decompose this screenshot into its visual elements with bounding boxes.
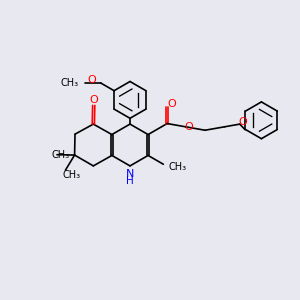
Text: CH₃: CH₃ [63,170,81,180]
Text: O: O [89,95,98,105]
Text: O: O [87,75,96,85]
Text: O: O [238,117,247,127]
Text: O: O [184,122,193,132]
Text: CH₃: CH₃ [168,162,187,172]
Text: H: H [126,176,134,186]
Text: O: O [168,99,176,109]
Text: CH₃: CH₃ [60,78,78,88]
Text: N: N [126,169,134,179]
Text: CH₃: CH₃ [51,150,70,160]
